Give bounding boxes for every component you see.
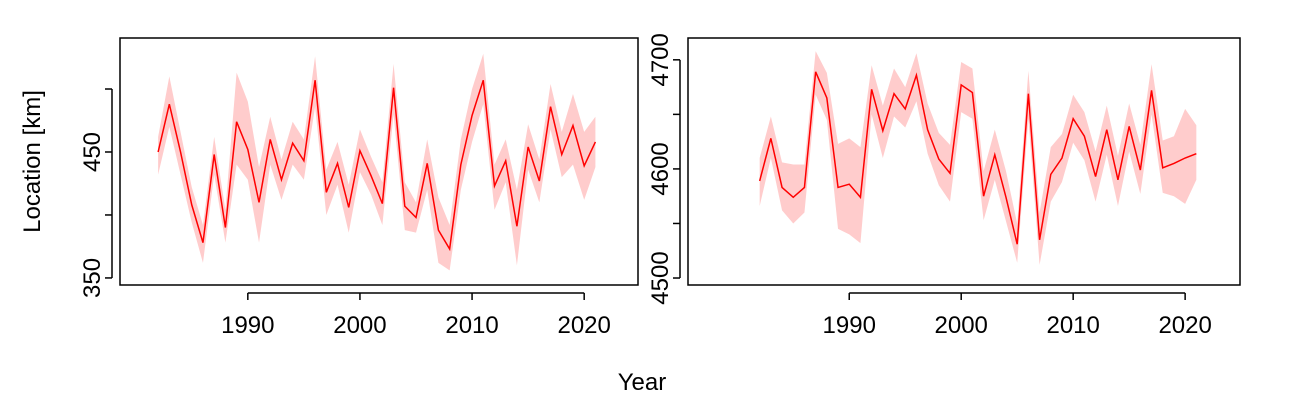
confidence-band bbox=[158, 53, 596, 271]
y-tick-label: 4700 bbox=[647, 33, 674, 86]
y-tick-label: 4500 bbox=[647, 251, 674, 304]
y-tick-label: 350 bbox=[79, 258, 106, 298]
x-tick-label: 2020 bbox=[557, 312, 610, 339]
x-tick-label: 2010 bbox=[445, 312, 498, 339]
line bbox=[758, 71, 1197, 245]
confidence-band bbox=[759, 51, 1197, 265]
x-tick-label: 1990 bbox=[221, 312, 274, 339]
line bbox=[157, 79, 597, 252]
plot-box bbox=[119, 37, 639, 286]
x-tick-label: 2000 bbox=[935, 312, 988, 339]
x-tick-label: 1990 bbox=[823, 312, 876, 339]
x-tick-label: 2020 bbox=[1158, 312, 1211, 339]
y-tick-label: 450 bbox=[79, 132, 106, 172]
plot-box bbox=[687, 37, 1241, 286]
x-axis-label: Year bbox=[618, 369, 667, 396]
y-axis-label: Location [km] bbox=[19, 90, 46, 233]
x-tick-label: 2000 bbox=[333, 312, 386, 339]
y-tick-label: 4600 bbox=[647, 142, 674, 195]
x-tick-label: 2010 bbox=[1046, 312, 1099, 339]
